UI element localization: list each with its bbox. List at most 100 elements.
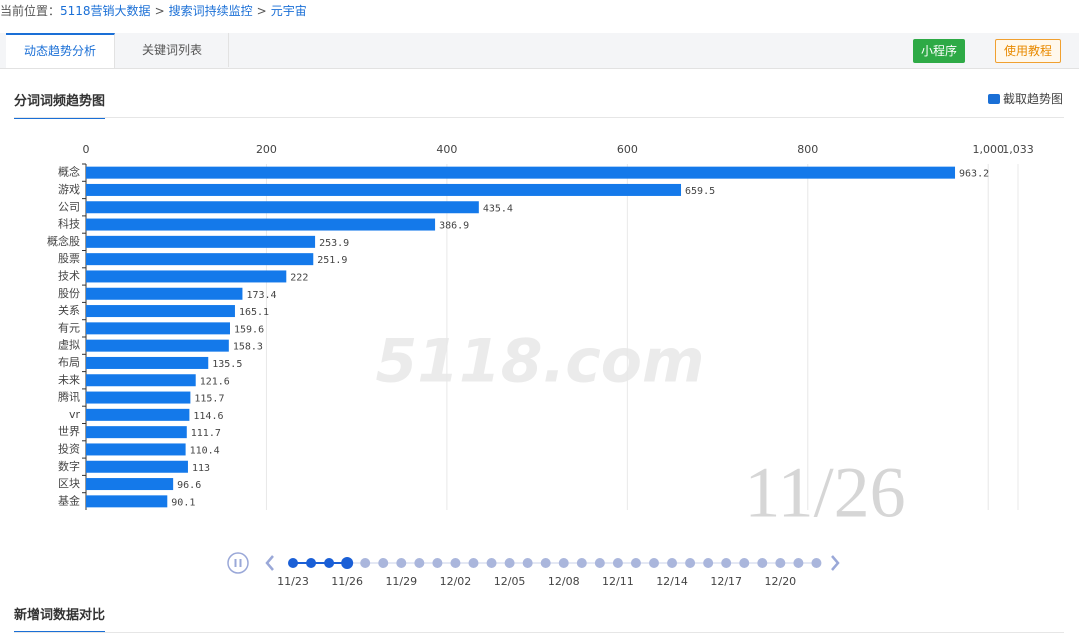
bar [86,443,186,456]
timeline-dot[interactable] [396,558,407,568]
y-tick-label: 未来 [58,373,80,386]
timeline-dot[interactable] [450,558,461,568]
timeline-label: 11/26 [331,575,363,588]
next-arrow[interactable] [831,555,840,571]
timeline-dot[interactable] [576,558,587,568]
bar [86,201,479,214]
y-tick-label: 概念 [58,165,80,179]
timeline-dot[interactable] [685,558,696,568]
breadcrumb-link[interactable]: 搜索词持续监控 [168,4,253,18]
prev-arrow[interactable] [265,555,274,571]
y-tick-label: 有元 [58,320,80,334]
timeline-dot[interactable] [432,558,443,568]
value-label: 165.1 [239,307,269,318]
timeline-label: 12/08 [548,575,580,588]
timeline-dot[interactable] [558,558,569,568]
value-label: 158.3 [233,342,263,353]
timeline-dot[interactable] [649,558,659,568]
timeline-dot[interactable] [612,558,623,568]
timeline-dot[interactable] [540,558,551,568]
timeline-dot[interactable] [341,557,354,569]
bar [86,495,168,508]
pause-button[interactable] [227,552,249,574]
bar [86,391,191,404]
bar [86,339,229,352]
bar [86,305,235,318]
x-tick-label: 1,033 [1002,143,1034,156]
bar [86,235,316,248]
y-tick-label: 布局 [58,356,80,369]
breadcrumb-link[interactable]: 5118营销大数据 [60,4,151,18]
value-label: 251.9 [317,255,347,266]
timeline-dot[interactable] [667,558,678,568]
y-tick-label: 科技 [58,217,80,231]
breadcrumb-sep: > [256,4,267,18]
tab[interactable]: 动态趋势分析 [6,33,115,68]
timeline-dot[interactable] [811,558,822,568]
y-tick-label: vr [69,408,81,421]
breadcrumb: 当前位置：5118营销大数据 > 搜索词持续监控 > 元宇宙 [0,2,307,19]
y-tick-label: 股票 [58,252,80,265]
timeline-dot[interactable] [630,558,641,568]
timeline-dot[interactable] [775,558,786,568]
y-tick-label: 世界 [58,425,80,438]
timeline-dot[interactable] [486,558,497,568]
timeline-dot[interactable] [739,558,750,568]
pause-bar [239,559,242,567]
x-tick-label: 600 [617,143,638,156]
value-label: 110.4 [190,445,220,456]
breadcrumb-link[interactable]: 元宇宙 [270,4,307,18]
camera-icon [987,94,1000,104]
timeline-dot[interactable] [378,558,389,568]
timeline-dot[interactable] [414,558,425,568]
x-tick-label: 800 [797,143,818,156]
tab[interactable]: 关键词列表 [116,33,229,67]
mini-program-button[interactable]: 小程序 [913,39,966,63]
timeline-dot[interactable] [703,558,714,568]
watermark: 5118.com [375,327,704,397]
timeline-dot[interactable] [324,558,335,568]
bar [86,356,209,369]
y-tick-label: 虚拟 [58,338,80,352]
timeline-dot[interactable] [288,558,298,568]
bar [86,460,188,473]
y-tick-label: 公司 [58,200,80,213]
value-label: 222 [290,272,308,283]
timeline-dot[interactable] [757,558,768,568]
timeline-label: 12/05 [494,575,526,588]
bar [86,183,682,196]
pause-bar [234,559,237,567]
timeline-dot[interactable] [306,558,317,568]
timeline-dot[interactable] [468,558,479,568]
timeline-dot[interactable] [721,558,732,568]
divider [14,117,1064,118]
bar [86,478,174,491]
value-label: 121.6 [200,376,230,387]
y-tick-label: 技术 [58,269,80,282]
y-tick-label: 区块 [58,477,80,490]
tab-bar: 动态趋势分析 关键词列表 小程序 使用教程 [0,33,1079,69]
bar [86,408,190,421]
breadcrumb-prefix: 当前位置： [0,4,61,18]
value-label: 386.9 [439,221,469,232]
y-tick-label: 股份 [58,287,80,300]
timeline-dot[interactable] [504,558,515,568]
timeline-dot[interactable] [594,558,605,568]
value-label: 115.7 [194,394,224,405]
value-label: 135.5 [212,359,242,370]
timeline-label: 11/29 [385,575,417,588]
value-label: 113 [192,463,210,474]
divider [14,632,1064,633]
capture-button[interactable]: 截取趋势图 [987,90,1063,107]
y-tick-label: 关系 [58,303,80,317]
tutorial-button[interactable]: 使用教程 [995,39,1062,63]
timeline-dot[interactable] [793,558,804,568]
value-label: 659.5 [685,186,715,197]
timeline-dot[interactable] [360,558,371,568]
timeline-label: 12/14 [656,575,688,588]
timeline-dot[interactable] [522,558,533,568]
breadcrumb-sep: > [154,4,165,18]
x-tick-label: 200 [256,143,277,156]
timeline-label: 12/20 [764,575,796,588]
